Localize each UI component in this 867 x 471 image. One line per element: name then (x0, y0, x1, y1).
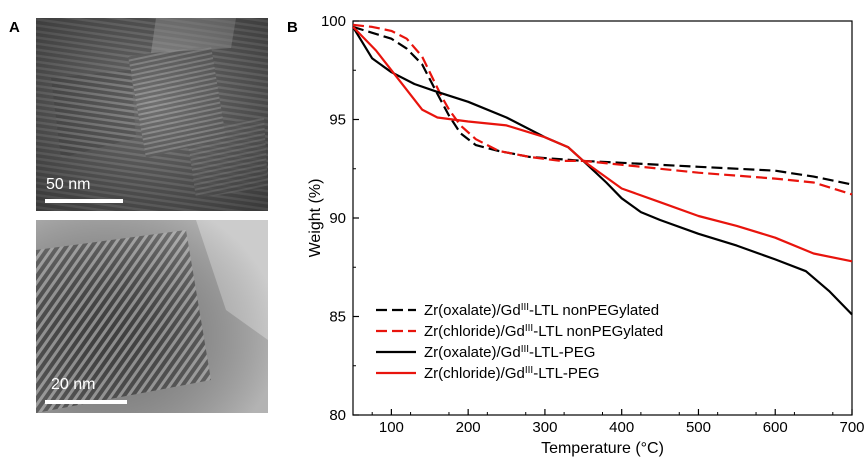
x-tick-label: 100 (379, 419, 404, 436)
tem-image-top-texture (36, 18, 268, 211)
x-tick-label: 400 (609, 419, 634, 436)
legend-label-4: Zr(chloride)/GdIII-LTL-PEG (424, 365, 600, 383)
x-tick-label: 700 (839, 419, 864, 436)
scale-label-top: 50 nm (46, 176, 91, 193)
y-tick-label: 100 (321, 13, 346, 30)
x-tick-label: 500 (686, 419, 711, 436)
y-tick-label: 95 (329, 112, 346, 129)
legend-label-3: Zr(oxalate)/GdIII-LTL-PEG (424, 344, 595, 362)
y-tick-label: 90 (329, 210, 346, 227)
series-line-3 (352, 26, 853, 316)
panel-label-a: A (9, 19, 20, 36)
x-tick-label: 600 (763, 419, 788, 436)
tem-image-bottom-texture (36, 220, 268, 413)
tem-image-bottom: 20 nm (36, 220, 268, 413)
series-line-4 (352, 26, 853, 263)
scale-bar-bottom (45, 400, 127, 404)
series-line-2 (352, 23, 853, 196)
legend-label-2: Zr(chloride)/GdIII-LTL nonPEGylated (424, 323, 663, 341)
legend-label-1: Zr(oxalate)/GdIII-LTL nonPEGylated (424, 302, 659, 320)
x-tick-label: 300 (532, 419, 557, 436)
series-line-1 (352, 25, 853, 186)
y-tick-label: 80 (329, 407, 346, 424)
y-tick-label: 85 (329, 309, 346, 326)
y-axis-label: Weight (%) (307, 179, 324, 258)
x-axis-label: Temperature (°C) (541, 440, 664, 457)
scale-label-bottom: 20 nm (51, 376, 96, 393)
scale-bar-top (45, 199, 123, 203)
tem-image-top: 50 nm (36, 18, 268, 211)
x-tick-label: 200 (456, 419, 481, 436)
panel-label-b: B (287, 19, 298, 36)
